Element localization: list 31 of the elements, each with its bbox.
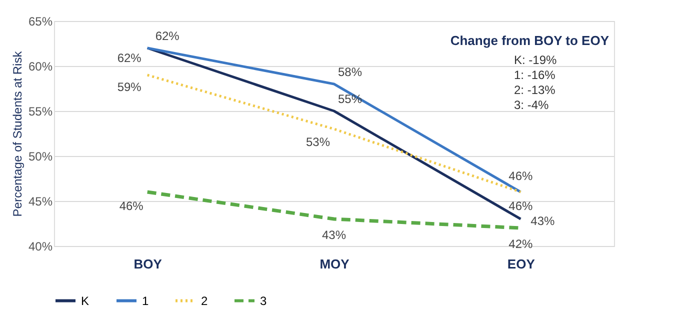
x-tick-label: EOY — [507, 256, 536, 272]
y-tick-label: 60% — [28, 60, 53, 74]
legend-label: 2 — [201, 294, 208, 308]
annotation: Change from BOY to EOY — [450, 33, 610, 48]
data-label: 43% — [322, 228, 346, 242]
legend-label: 1 — [142, 294, 149, 308]
data-label: 58% — [338, 65, 362, 79]
y-tick-label: 45% — [28, 194, 53, 208]
legend-label: 3 — [260, 294, 267, 308]
annotation: 1: -16% — [514, 68, 556, 82]
data-label: 62% — [117, 51, 142, 65]
data-label: 43% — [530, 214, 555, 228]
data-label: 59% — [117, 80, 142, 94]
data-label: 62% — [155, 29, 180, 43]
x-tick-label: MOY — [320, 256, 350, 272]
y-tick-label: 65% — [28, 14, 53, 28]
y-tick-label: 50% — [28, 150, 53, 164]
data-label: 46% — [119, 199, 144, 213]
y-tick-label: 40% — [28, 240, 53, 254]
annotation: 2: -13% — [514, 83, 556, 97]
annotation: K: -19% — [514, 53, 558, 67]
legend-label: K — [81, 294, 90, 308]
y-axis-title: Percentage of Students at Risk — [10, 50, 24, 217]
data-label: 46% — [508, 169, 533, 183]
y-tick-label: 55% — [28, 104, 53, 118]
data-label: 53% — [306, 135, 330, 149]
data-label: 46% — [508, 199, 533, 213]
data-label: 42% — [508, 237, 533, 251]
data-label: 55% — [338, 92, 362, 106]
annotation: 3: -4% — [514, 98, 550, 112]
x-tick-label: BOY — [134, 256, 162, 272]
